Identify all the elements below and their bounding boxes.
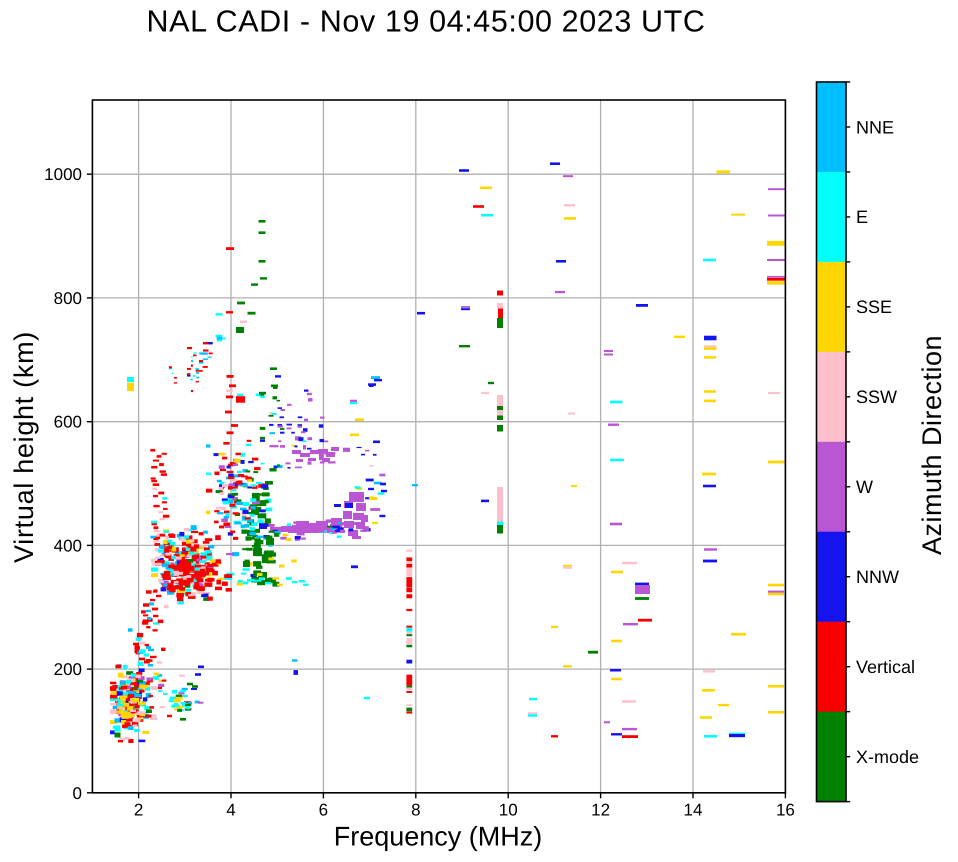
svg-text:200: 200: [54, 660, 82, 679]
svg-text:600: 600: [54, 413, 82, 432]
svg-text:Vertical: Vertical: [856, 657, 915, 677]
svg-text:800: 800: [54, 289, 82, 308]
svg-text:NNE: NNE: [856, 117, 894, 137]
svg-text:E: E: [856, 207, 868, 227]
svg-text:Frequency (MHz): Frequency (MHz): [334, 822, 543, 852]
svg-text:16: 16: [776, 801, 795, 820]
svg-text:1000: 1000: [44, 165, 82, 184]
svg-text:14: 14: [684, 801, 703, 820]
svg-text:NNW: NNW: [856, 567, 899, 587]
svg-text:SSE: SSE: [856, 297, 892, 317]
svg-text:2: 2: [134, 801, 143, 820]
svg-text:Azimuth Direction: Azimuth Direction: [917, 335, 947, 555]
svg-text:SSW: SSW: [856, 387, 897, 407]
svg-text:Virtual height (km): Virtual height (km): [9, 331, 39, 563]
svg-text:X-mode: X-mode: [856, 747, 919, 767]
svg-text:W: W: [856, 477, 873, 497]
svg-text:NAL CADI - Nov 19 04:45:00 202: NAL CADI - Nov 19 04:45:00 2023 UTC: [147, 5, 706, 39]
svg-text:12: 12: [591, 801, 610, 820]
svg-text:6: 6: [319, 801, 328, 820]
svg-text:4: 4: [226, 801, 235, 820]
svg-text:8: 8: [411, 801, 420, 820]
svg-text:10: 10: [499, 801, 518, 820]
svg-text:0: 0: [73, 784, 82, 803]
svg-text:400: 400: [54, 536, 82, 555]
